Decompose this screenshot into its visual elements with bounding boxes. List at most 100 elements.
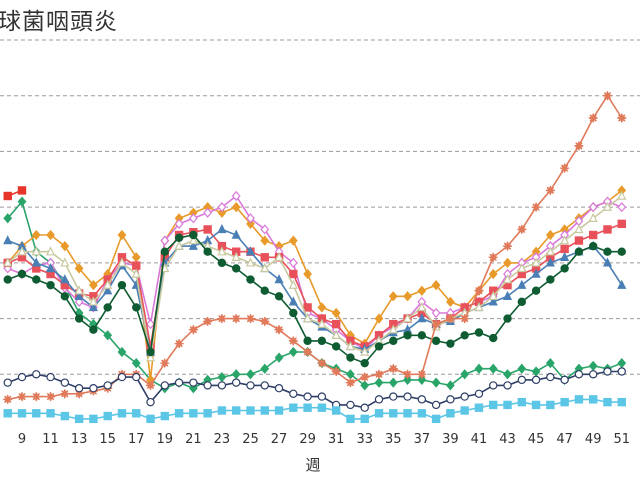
series-line: [7, 195, 623, 358]
series-2: [3, 185, 627, 385]
data-point: [246, 369, 255, 380]
data-point: [174, 409, 184, 418]
data-point: [245, 314, 256, 324]
data-point: [174, 378, 184, 387]
data-point: [388, 324, 398, 334]
data-point: [146, 397, 155, 407]
data-point: [403, 291, 412, 302]
data-point: [289, 269, 298, 279]
data-point: [288, 336, 298, 346]
series-10: [3, 395, 626, 424]
data-point: [617, 247, 626, 256]
data-point: [203, 316, 213, 326]
data-point: [89, 280, 98, 291]
data-point: [360, 346, 370, 356]
x-tick-label: 33: [356, 432, 373, 447]
data-point: [32, 370, 41, 379]
data-point: [374, 377, 384, 388]
data-point: [17, 246, 27, 256]
data-point: [17, 186, 27, 195]
data-point: [89, 414, 98, 424]
data-point: [74, 384, 84, 393]
data-point: [245, 257, 256, 267]
data-point: [146, 414, 155, 424]
data-point: [431, 280, 441, 291]
x-tick-label: 23: [214, 432, 231, 447]
data-point: [360, 358, 369, 368]
data-point: [545, 229, 555, 241]
data-point: [517, 279, 527, 289]
data-point: [588, 202, 598, 213]
data-point: [346, 400, 355, 410]
data-point: [331, 406, 341, 415]
data-point: [274, 325, 284, 335]
data-point: [60, 411, 70, 421]
data-point: [145, 380, 156, 390]
data-point: [274, 406, 284, 415]
series-line: [7, 189, 623, 380]
data-point: [545, 185, 555, 195]
data-point: [117, 409, 127, 418]
data-point: [217, 314, 227, 324]
data-point: [288, 257, 298, 268]
data-point: [188, 240, 198, 250]
data-point: [274, 352, 284, 363]
data-point: [489, 381, 498, 390]
data-point: [517, 375, 527, 385]
data-point: [260, 286, 269, 295]
data-point: [331, 329, 341, 339]
data-point: [117, 280, 127, 290]
x-tick-label: 41: [471, 432, 488, 447]
data-point: [346, 353, 355, 362]
data-point: [374, 395, 384, 404]
x-tick-labels: 9 11 13 15 17 19 21 23 25 27 29 31 33 35 37 39 41 43 45 47 4…: [18, 432, 630, 447]
data-point: [160, 381, 169, 390]
data-point: [189, 230, 198, 240]
series-line: [7, 398, 622, 420]
x-tick-label: 47: [556, 432, 573, 447]
data-point: [3, 257, 13, 267]
data-point: [417, 313, 427, 323]
data-point: [103, 411, 112, 421]
data-point: [17, 196, 27, 207]
data-point: [103, 285, 113, 295]
data-point: [517, 363, 527, 374]
data-point: [46, 392, 56, 402]
data-point: [545, 257, 555, 267]
data-point: [46, 229, 55, 241]
data-point: [617, 113, 627, 123]
series-line: [7, 194, 623, 351]
data-point: [560, 163, 570, 173]
series-line: [7, 94, 623, 401]
data-point: [588, 230, 598, 240]
data-point: [231, 314, 241, 324]
data-point: [474, 389, 484, 398]
data-point: [217, 246, 227, 256]
data-point: [260, 406, 269, 415]
data-point: [289, 389, 298, 398]
data-point: [245, 246, 256, 256]
data-point: [260, 253, 269, 262]
data-point: [389, 392, 398, 401]
data-point: [260, 381, 269, 390]
data-point: [617, 190, 627, 200]
data-point: [146, 319, 155, 330]
data-point: [560, 397, 569, 407]
data-point: [417, 395, 427, 404]
data-point: [474, 301, 484, 312]
data-point: [74, 263, 84, 274]
series-line: [7, 223, 623, 348]
data-point: [317, 302, 327, 313]
data-point: [603, 247, 612, 256]
data-point: [188, 235, 198, 245]
data-point: [160, 247, 169, 256]
data-point: [288, 235, 298, 246]
data-point: [31, 246, 41, 256]
data-point: [417, 409, 427, 418]
data-point: [189, 409, 198, 418]
data-point: [3, 235, 13, 245]
data-point: [231, 264, 241, 273]
data-point: [74, 290, 84, 300]
data-point: [17, 392, 27, 402]
x-tick-label: 39: [442, 432, 459, 447]
